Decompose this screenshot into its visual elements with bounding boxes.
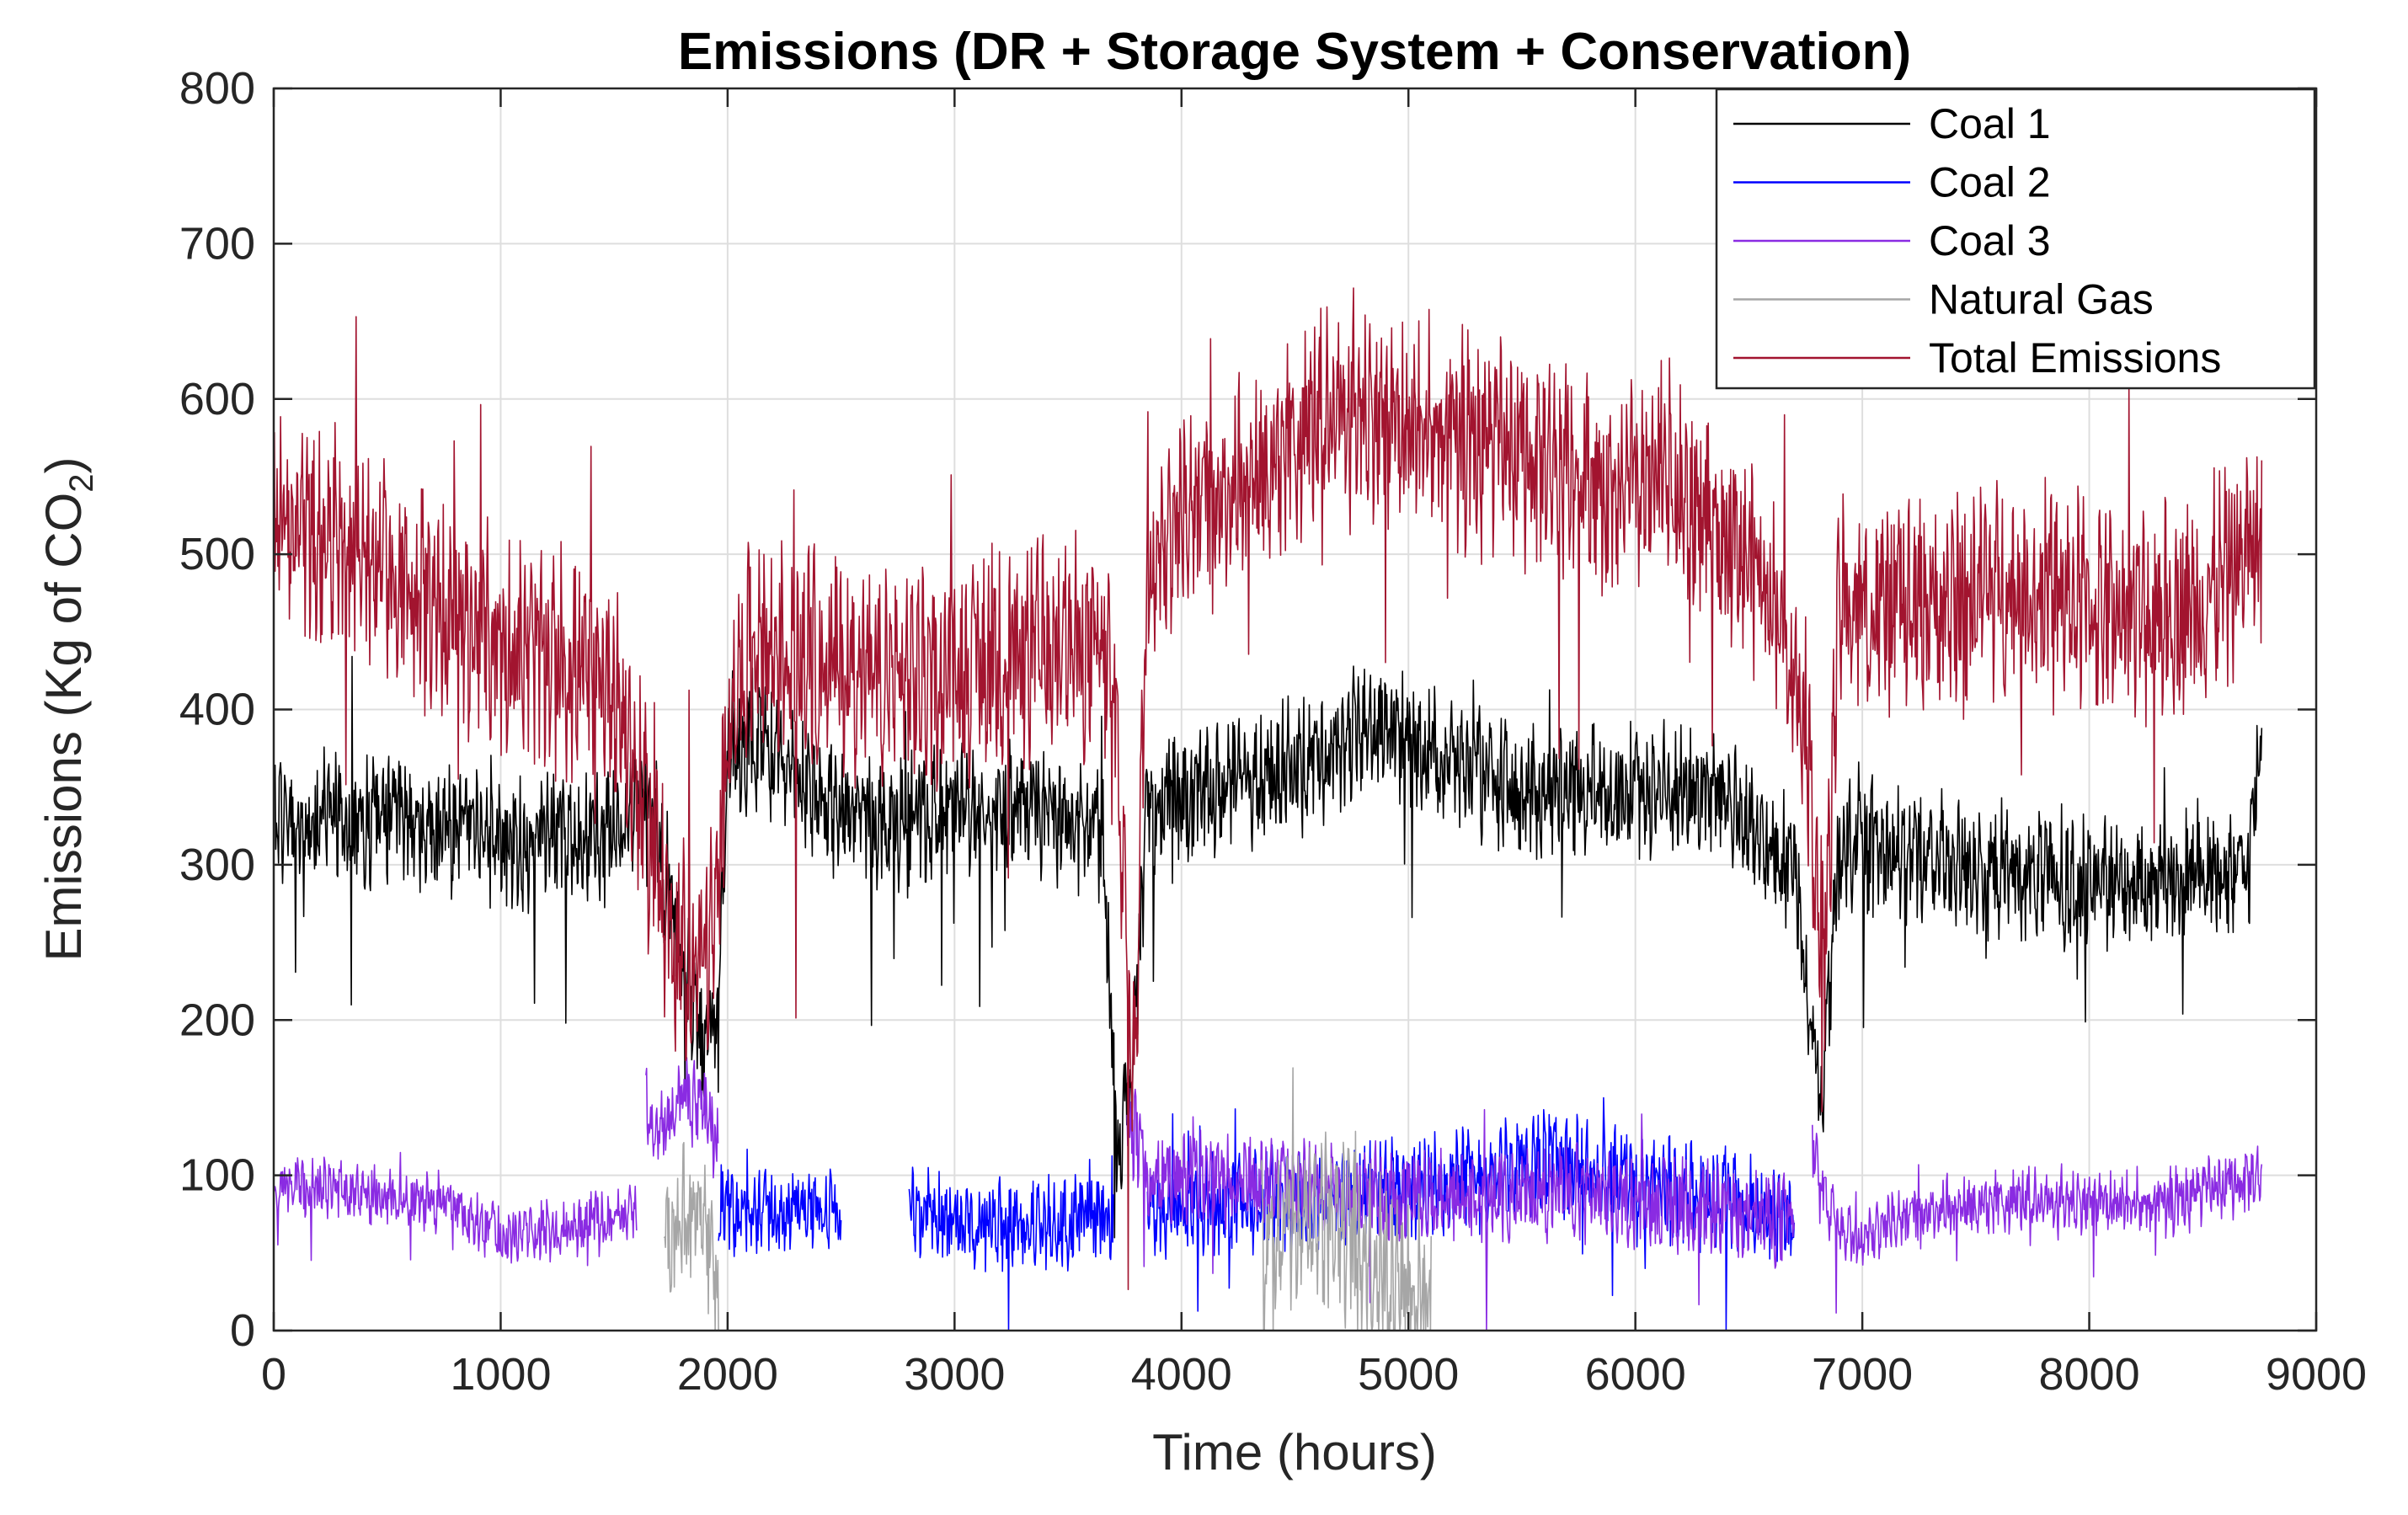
x-tick-label: 7000 (1812, 1349, 1913, 1400)
series-line (908, 1155, 1114, 1331)
x-tick-label: 9000 (2266, 1349, 2367, 1400)
chart-title: Emissions (DR + Storage System + Conserv… (678, 23, 1911, 81)
x-tick-label: 4000 (1131, 1349, 1232, 1400)
y-tick-label: 600 (179, 374, 255, 424)
x-tick-label: 2000 (677, 1349, 778, 1400)
y-tick-label: 0 (230, 1305, 255, 1356)
series-line (663, 1142, 719, 1331)
legend-entries: Coal 1 Coal 2 Coal 3 Natural Gas Total Emiss… (1733, 100, 2221, 381)
legend-label: Coal 1 (1929, 100, 2051, 147)
x-axis-label: Time (hours) (1152, 1424, 1437, 1480)
series-line (273, 1151, 638, 1267)
legend-label: Coal 3 (1929, 217, 2051, 264)
x-tick-labels: 0 1000 2000 3000 4000 5000 6000 7000 8000 9000 (261, 1349, 2367, 1400)
y-tick-label: 400 (179, 685, 255, 735)
series-coal-1 (273, 655, 2263, 1239)
legend-entry: Total Emissions (1733, 334, 2221, 381)
series-line (1126, 1087, 1796, 1331)
y-axis-label-close: ) (35, 456, 92, 473)
x-tick-label: 3000 (904, 1349, 1005, 1400)
y-tick-label: 500 (179, 529, 255, 579)
legend-entry: Coal 2 (1733, 159, 2051, 206)
series-line (273, 655, 2263, 1239)
y-tick-label: 800 (179, 63, 255, 114)
y-axis-label-subscript: 2 (63, 473, 100, 492)
y-tick-label: 300 (179, 840, 255, 890)
x-tick-label: 5000 (1358, 1349, 1459, 1400)
series-line (718, 1148, 842, 1257)
y-tick-label: 100 (179, 1150, 255, 1201)
series-line (273, 287, 2263, 1290)
y-axis-label-main: Emissions (Kg of CO (35, 493, 92, 962)
x-tick-label: 0 (261, 1349, 286, 1400)
series-line (1812, 1124, 2263, 1314)
legend-label: Natural Gas (1929, 276, 2154, 323)
y-tick-label: 200 (179, 995, 255, 1045)
y-tick-label: 700 (179, 218, 255, 269)
x-tick-label: 1000 (450, 1349, 551, 1400)
series-natural-gas (663, 1067, 1432, 1331)
series-coal-3 (273, 1057, 2263, 1331)
y-tick-labels: 0 100 200 300 400 500 600 700 800 (179, 63, 255, 1356)
series-line (1260, 1067, 1432, 1331)
legend: Coal 1 Coal 2 Coal 3 Natural Gas Total Emiss… (1715, 88, 2316, 390)
legend-entry: Coal 1 (1733, 100, 2051, 147)
legend-label: Total Emissions (1929, 334, 2221, 381)
series-total-emissions (273, 287, 2263, 1290)
legend-entry: Coal 3 (1733, 217, 2051, 264)
x-tick-label: 6000 (1585, 1349, 1686, 1400)
legend-entry: Natural Gas (1733, 276, 2154, 323)
x-tick-label: 8000 (2038, 1349, 2139, 1400)
series-lines (273, 287, 2263, 1331)
legend-label: Coal 2 (1929, 159, 2051, 206)
legend-box (1715, 88, 2316, 390)
y-axis-label: Emissions (Kg of CO2) (35, 456, 100, 961)
series-line (645, 1057, 719, 1179)
